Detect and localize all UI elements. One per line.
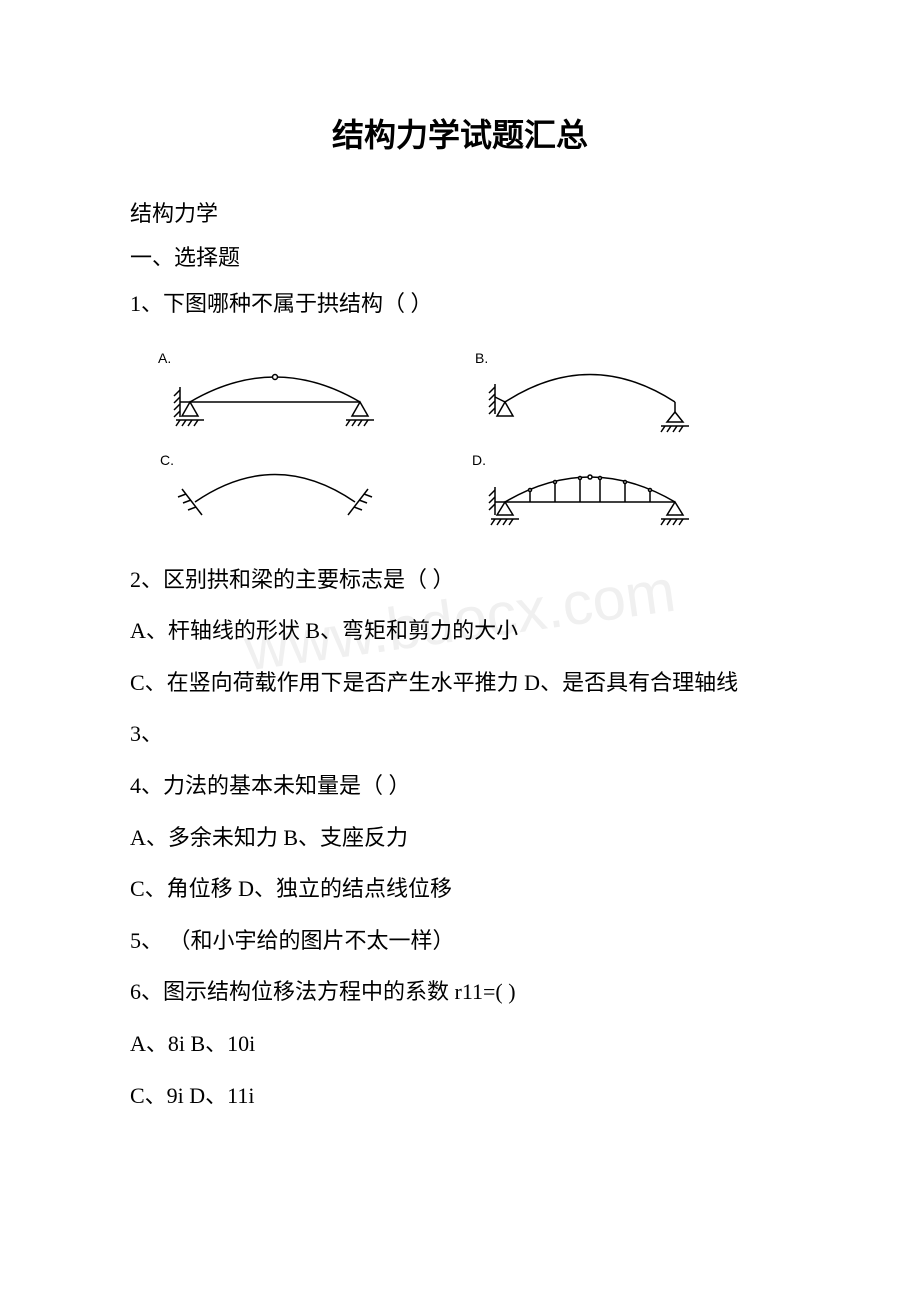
question-4: 4、力法的基本未知量是（ ）: [130, 766, 790, 806]
diagram-a-svg: [130, 342, 450, 437]
diagram-a: A.: [130, 342, 460, 437]
diagram-c-svg: [130, 437, 450, 532]
diagram-b: B.: [460, 342, 790, 437]
diagram-b-label: B.: [475, 350, 488, 366]
question-5: 5、 （和小宇给的图片不太一样）: [130, 921, 790, 961]
diagram-grid: A.: [130, 342, 790, 532]
question-1: 1、下图哪种不属于拱结构（ ）: [130, 284, 790, 324]
question-6-opt2: C、9i D、11i: [130, 1076, 790, 1116]
diagram-d-svg: [460, 437, 780, 532]
section-header: 一、选择题: [130, 240, 790, 272]
diagram-c: C.: [130, 437, 460, 532]
question-4-opt1: A、多余未知力 B、支座反力: [130, 818, 790, 858]
page-title: 结构力学试题汇总: [130, 110, 790, 156]
subtitle: 结构力学: [130, 196, 790, 228]
question-2-opt1: A、杆轴线的形状 B、弯矩和剪力的大小: [130, 611, 790, 651]
diagram-b-svg: [460, 342, 780, 437]
diagram-d-label: D.: [472, 452, 486, 468]
question-2: 2、区别拱和梁的主要标志是（ ）: [130, 560, 790, 600]
diagram-a-label: A.: [158, 350, 171, 366]
question-6-opt1: A、8i B、10i: [130, 1024, 790, 1064]
diagram-c-label: C.: [160, 452, 174, 468]
question-6: 6、图示结构位移法方程中的系数 r11=( ): [130, 972, 790, 1012]
question-3: 3、: [130, 714, 790, 754]
question-2-opt2: C、在竖向荷载作用下是否产生水平推力 D、是否具有合理轴线: [130, 663, 790, 703]
question-4-opt2: C、角位移 D、独立的结点线位移: [130, 869, 790, 909]
diagram-d: D.: [460, 437, 790, 532]
